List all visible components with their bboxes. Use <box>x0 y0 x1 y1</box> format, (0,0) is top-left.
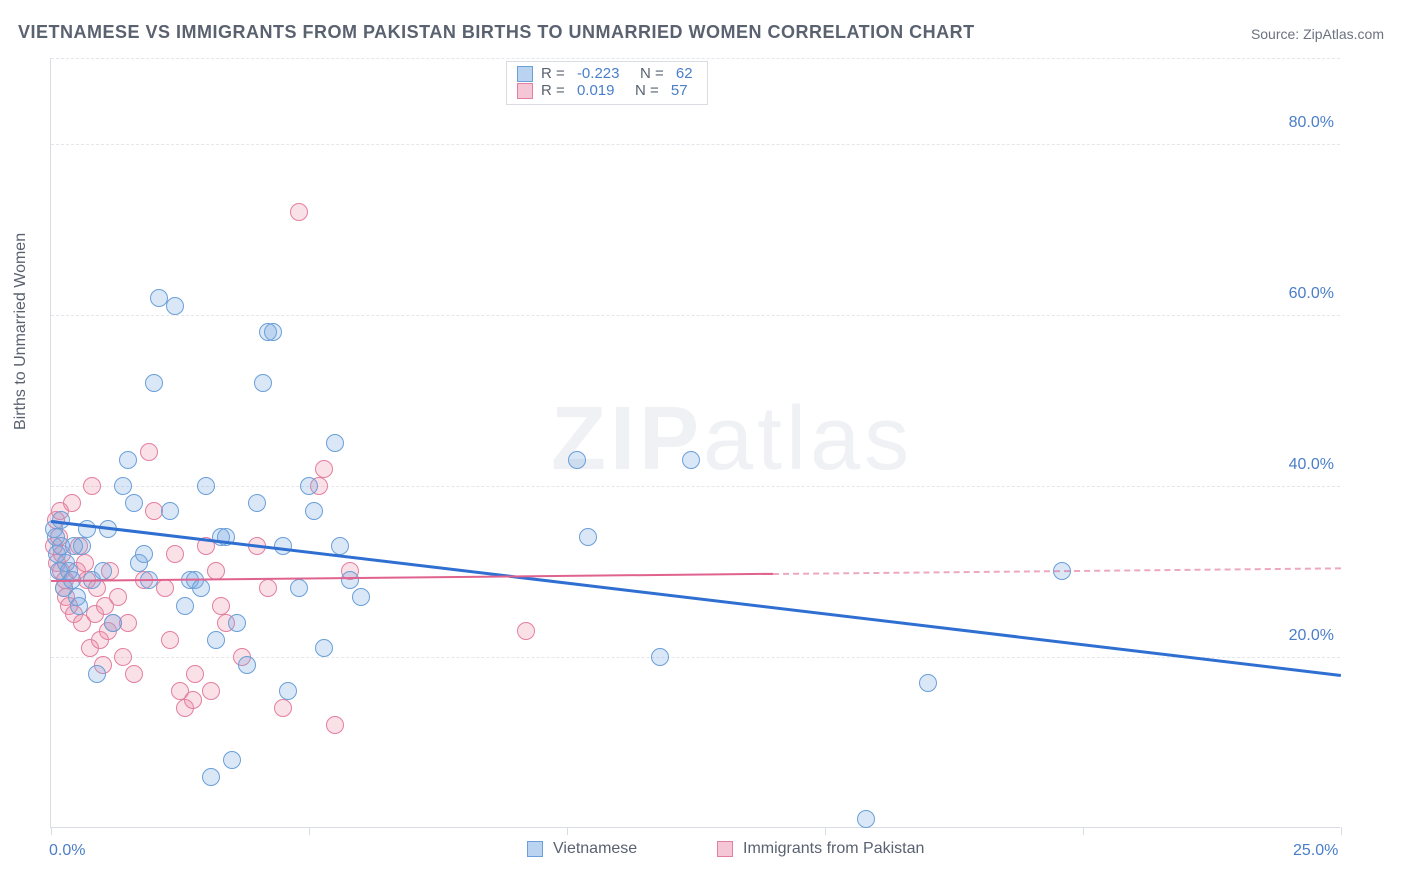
stats-legend-row: R = 0.019 N = 57 <box>517 82 693 99</box>
scatter-point <box>223 751 241 769</box>
x-tick <box>1341 827 1342 835</box>
scatter-point <box>125 494 143 512</box>
scatter-point <box>70 597 88 615</box>
stats-legend-row: R = -0.223 N = 62 <box>517 65 693 82</box>
stats-legend: R = -0.223 N = 62R = 0.019 N = 57 <box>506 61 708 105</box>
x-tick <box>51 827 52 835</box>
grid-line <box>51 144 1340 145</box>
scatter-point <box>88 665 106 683</box>
source-label: Source: ZipAtlas.com <box>1251 26 1384 42</box>
series-legend-item: Immigrants from Pakistan <box>717 840 924 858</box>
y-tick-label: 60.0% <box>1289 285 1334 303</box>
y-axis-label: Births to Unmarried Women <box>12 233 30 430</box>
scatter-point <box>212 597 230 615</box>
scatter-point <box>290 579 308 597</box>
scatter-point <box>207 631 225 649</box>
x-tick <box>309 827 310 835</box>
scatter-point <box>300 477 318 495</box>
x-tick <box>567 827 568 835</box>
legend-label: Vietnamese <box>553 840 637 858</box>
legend-label: Immigrants from Pakistan <box>743 840 924 858</box>
scatter-point <box>83 477 101 495</box>
scatter-point <box>517 622 535 640</box>
x-tick-label: 25.0% <box>1293 842 1338 860</box>
legend-swatch <box>527 841 543 857</box>
scatter-point <box>125 665 143 683</box>
scatter-point <box>228 614 246 632</box>
scatter-point <box>94 562 112 580</box>
scatter-point <box>326 434 344 452</box>
scatter-point <box>114 477 132 495</box>
scatter-point <box>135 545 153 563</box>
scatter-point <box>184 691 202 709</box>
x-tick <box>825 827 826 835</box>
grid-line <box>51 58 1340 59</box>
scatter-point <box>305 502 323 520</box>
scatter-point <box>568 451 586 469</box>
scatter-point <box>202 768 220 786</box>
scatter-point <box>76 554 94 572</box>
scatter-point <box>119 614 137 632</box>
scatter-point <box>259 579 277 597</box>
scatter-point <box>274 537 292 555</box>
scatter-point <box>651 648 669 666</box>
scatter-point <box>290 203 308 221</box>
scatter-point <box>176 597 194 615</box>
y-tick-label: 80.0% <box>1289 114 1334 132</box>
chart-title: VIETNAMESE VS IMMIGRANTS FROM PAKISTAN B… <box>18 22 975 43</box>
legend-swatch <box>717 841 733 857</box>
watermark: ZIPatlas <box>551 388 913 491</box>
scatter-point <box>73 537 91 555</box>
scatter-point <box>192 579 210 597</box>
scatter-point <box>109 588 127 606</box>
scatter-point <box>579 528 597 546</box>
scatter-point <box>145 374 163 392</box>
scatter-point <box>248 494 266 512</box>
legend-swatch <box>517 83 533 99</box>
scatter-point <box>63 494 81 512</box>
x-tick <box>1083 827 1084 835</box>
scatter-point <box>341 571 359 589</box>
scatter-point <box>186 665 204 683</box>
x-tick-label: 0.0% <box>49 842 85 860</box>
scatter-point <box>140 443 158 461</box>
scatter-point <box>78 520 96 538</box>
scatter-point <box>352 588 370 606</box>
scatter-point <box>331 537 349 555</box>
scatter-point <box>264 323 282 341</box>
scatter-point <box>919 674 937 692</box>
scatter-point <box>166 297 184 315</box>
scatter-point <box>197 477 215 495</box>
series-legend-item: Vietnamese <box>527 840 637 858</box>
scatter-point <box>326 716 344 734</box>
legend-swatch <box>517 66 533 82</box>
scatter-point <box>202 682 220 700</box>
scatter-point <box>114 648 132 666</box>
scatter-point <box>279 682 297 700</box>
scatter-point <box>104 614 122 632</box>
scatter-point <box>156 579 174 597</box>
scatter-point <box>315 639 333 657</box>
grid-line <box>51 486 1340 487</box>
scatter-point <box>161 502 179 520</box>
y-tick-label: 40.0% <box>1289 456 1334 474</box>
plot-area: ZIPatlas 20.0%40.0%60.0%80.0%0.0%25.0%R … <box>50 58 1340 828</box>
scatter-point <box>857 810 875 828</box>
grid-line <box>51 315 1340 316</box>
scatter-point <box>254 374 272 392</box>
scatter-point <box>238 656 256 674</box>
y-tick-label: 20.0% <box>1289 627 1334 645</box>
scatter-point <box>682 451 700 469</box>
trend-line <box>51 573 773 582</box>
scatter-point <box>161 631 179 649</box>
scatter-point <box>274 699 292 717</box>
scatter-point <box>166 545 184 563</box>
scatter-point <box>315 460 333 478</box>
scatter-point <box>119 451 137 469</box>
